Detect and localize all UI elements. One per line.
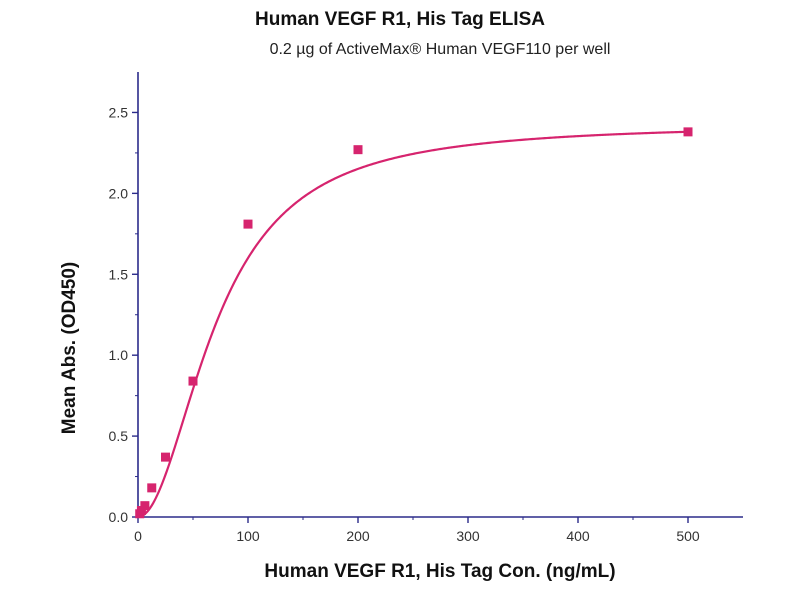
y-tick-label: 1.5 [109, 266, 129, 282]
chart-subtitle: 0.2 µg of ActiveMax® Human VEGF110 per w… [269, 41, 611, 58]
y-tick-label: 0.0 [109, 509, 129, 525]
x-tick-label: 400 [566, 528, 590, 544]
x-tick-label: 100 [236, 528, 260, 544]
data-point [188, 376, 198, 386]
chart-title: Human VEGF R1, His Tag ELISA [255, 9, 545, 30]
data-point [147, 483, 157, 493]
axes: 0.0 0.5 1.0 1.5 2.0 2.5 0 100 200 300 400 500 [109, 72, 743, 544]
y-tick-label: 2.0 [109, 185, 129, 201]
y-axis-label: Mean Abs. (OD450) [59, 261, 80, 435]
data-point [161, 452, 170, 462]
fit-curve-layer [137, 130, 689, 519]
x-tick-label: 300 [456, 528, 480, 544]
y-tick-label: 2.5 [109, 104, 129, 120]
fit-curve [137, 130, 689, 519]
data-point [683, 127, 693, 137]
data-point [140, 501, 150, 511]
x-tick-label: 0 [134, 528, 142, 544]
x-tick-label: 500 [676, 528, 700, 544]
data-point [136, 506, 146, 516]
y-tick-label: 0.5 [109, 428, 129, 444]
data-points [135, 127, 693, 519]
x-axis-label: Human VEGF R1, His Tag Con. (ng/mL) [264, 561, 616, 582]
x-tick-label: 200 [346, 528, 370, 544]
data-point [243, 219, 253, 229]
data-point [353, 145, 363, 155]
y-tick-label: 1.0 [109, 347, 129, 363]
